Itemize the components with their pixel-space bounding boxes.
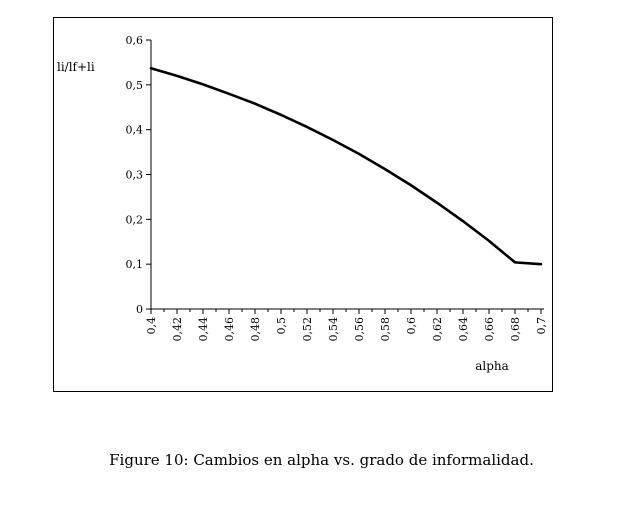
y-tick-label: 0 bbox=[136, 303, 143, 316]
y-tick-label: 0,3 bbox=[126, 169, 144, 182]
x-tick-label: 0,66 bbox=[483, 317, 496, 342]
x-tick-label: 0,6 bbox=[405, 317, 418, 335]
x-tick-label: 0,68 bbox=[509, 317, 522, 342]
y-tick-label: 0,4 bbox=[126, 124, 144, 137]
x-tick-label: 0,64 bbox=[457, 317, 470, 342]
x-tick-label: 0,48 bbox=[249, 317, 262, 342]
x-tick-label: 0,42 bbox=[171, 317, 184, 342]
x-tick-label: 0,7 bbox=[535, 317, 548, 335]
y-tick-label: 0,5 bbox=[126, 79, 144, 92]
x-tick-label: 0,62 bbox=[431, 317, 444, 342]
x-tick-label: 0,5 bbox=[275, 317, 288, 335]
x-tick-label: 0,56 bbox=[353, 317, 366, 342]
x-tick-label: 0,44 bbox=[197, 317, 210, 342]
x-tick-label: 0,58 bbox=[379, 317, 392, 342]
y-tick-label: 0,2 bbox=[126, 213, 144, 226]
chart-frame: 0 0,1 0,2 0,3 0,4 0,5 0,6 0,4 0,42 0,44 0,46 0,48 0,… bbox=[53, 17, 553, 392]
line-chart: 0 0,1 0,2 0,3 0,4 0,5 0,6 0,4 0,42 0,44 0,46 0,48 0,… bbox=[57, 34, 548, 373]
x-axis-label: alpha bbox=[475, 359, 509, 373]
y-tick-label: 0,6 bbox=[126, 34, 144, 47]
series-line bbox=[149, 66, 543, 266]
x-tick-label: 0,54 bbox=[327, 317, 340, 342]
x-tick-label: 0,4 bbox=[145, 317, 158, 335]
y-axis-label: li/lf+li bbox=[57, 60, 95, 74]
figure-caption: Figure 10: Cambios en alpha vs. grado de… bbox=[109, 451, 534, 469]
x-tick-label: 0,46 bbox=[223, 317, 236, 342]
x-tick-label: 0,52 bbox=[301, 317, 314, 342]
y-tick-label: 0,1 bbox=[126, 258, 144, 271]
